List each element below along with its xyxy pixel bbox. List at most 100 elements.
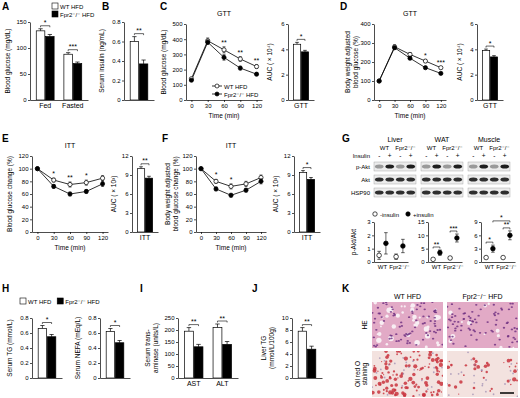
tick: 90 <box>237 100 244 109</box>
texture <box>457 321 459 323</box>
texture <box>470 334 472 336</box>
texture <box>408 316 410 318</box>
texture <box>395 340 397 342</box>
texture <box>479 332 481 334</box>
error-bar <box>239 66 242 70</box>
error-bar <box>309 346 313 349</box>
tick: 30 <box>392 100 399 109</box>
tick-label: 6 <box>470 21 474 27</box>
texture <box>475 304 477 306</box>
error-bar <box>85 190 88 194</box>
legend: WT HFDFpr2⁻/⁻ HFD <box>212 84 259 98</box>
tick-label: 5 <box>421 246 425 252</box>
tick: 0 <box>470 97 477 103</box>
texture <box>451 316 453 318</box>
texture <box>424 366 425 367</box>
tick-label: WT <box>432 264 442 270</box>
axis-line <box>196 157 197 233</box>
tick-mark <box>194 232 196 233</box>
point <box>100 182 104 186</box>
texture <box>411 381 415 385</box>
texture <box>424 381 428 385</box>
tick: ITT <box>302 232 313 241</box>
texture <box>415 319 417 321</box>
error-bar <box>245 181 248 186</box>
texture <box>489 390 491 392</box>
point <box>423 59 427 63</box>
texture <box>434 325 436 327</box>
texture <box>515 317 517 319</box>
tick-mark <box>286 24 288 25</box>
axis-line <box>187 100 263 101</box>
texture <box>412 351 415 353</box>
tick-label: 0 <box>281 97 285 103</box>
group-label: WT <box>380 145 390 151</box>
x-axis: WTFpr2⁻/⁻ <box>375 262 410 270</box>
bar <box>301 52 308 100</box>
texture <box>437 389 441 393</box>
texture <box>508 308 510 310</box>
point <box>455 236 460 241</box>
tick-mark <box>98 378 100 379</box>
tick-mark <box>441 100 442 102</box>
legend-label: WT HFD <box>28 299 52 305</box>
texture <box>473 382 475 384</box>
texture <box>493 393 495 395</box>
tick: Fpr2⁻/⁻ <box>496 262 516 270</box>
tick-mark <box>479 235 481 236</box>
texture <box>389 377 392 380</box>
tick: 0.2 <box>20 360 32 366</box>
point <box>222 55 226 59</box>
tick: 6 <box>287 191 294 197</box>
tick: 4 <box>285 351 292 357</box>
texture <box>402 373 404 375</box>
texture <box>448 339 452 343</box>
y-axis-title: p-Akt/Akt <box>350 229 358 256</box>
tick: Fpr2⁻/⁻ <box>389 262 409 270</box>
tick: 0 <box>25 375 32 381</box>
x-axis-title: Time (min) <box>209 112 240 120</box>
texture <box>458 373 460 375</box>
texture <box>485 371 487 373</box>
tick-label: 50 <box>168 363 175 369</box>
bar <box>307 179 314 232</box>
texture <box>468 316 470 318</box>
point <box>438 250 443 255</box>
blot-band <box>500 177 509 181</box>
y-axis-title: Serum trans- <box>144 329 151 367</box>
tick-label: 120 <box>436 103 447 109</box>
tick-mark <box>30 219 32 220</box>
texture <box>504 383 506 385</box>
legend-item: Fpr2⁻/⁻ HFD <box>212 92 259 98</box>
texture <box>419 354 421 356</box>
row-label: Akt <box>361 177 370 183</box>
texture <box>442 375 443 377</box>
blot-band <box>443 177 452 181</box>
tick-label: 1 <box>367 246 371 252</box>
tick: 12 <box>122 153 132 159</box>
texture <box>384 377 386 379</box>
texture <box>481 385 483 387</box>
texture <box>447 383 448 385</box>
texture <box>491 388 493 390</box>
tick-mark <box>30 333 32 334</box>
tick-mark <box>292 175 294 176</box>
tick: 90 <box>243 232 250 241</box>
y-axis-title: AUC ( × 10⁴) <box>456 43 464 80</box>
texture <box>400 339 402 341</box>
tick-label: 2 <box>367 233 371 239</box>
bar <box>482 51 489 100</box>
y-axis: 0100200300400500 <box>172 21 186 103</box>
point <box>401 244 406 249</box>
tick-mark <box>103 232 104 234</box>
marks <box>431 234 459 262</box>
texture <box>373 322 375 324</box>
y-axis-title: Serum NEFA (mEq/L) <box>74 317 82 380</box>
point <box>238 57 242 61</box>
tick-label: 0 <box>171 375 175 381</box>
x-axis: GTT <box>289 100 315 109</box>
tick-label: 500 <box>172 21 183 27</box>
tick-label: 0 <box>23 97 27 103</box>
texture <box>401 385 403 387</box>
tick: 80 <box>186 179 196 185</box>
